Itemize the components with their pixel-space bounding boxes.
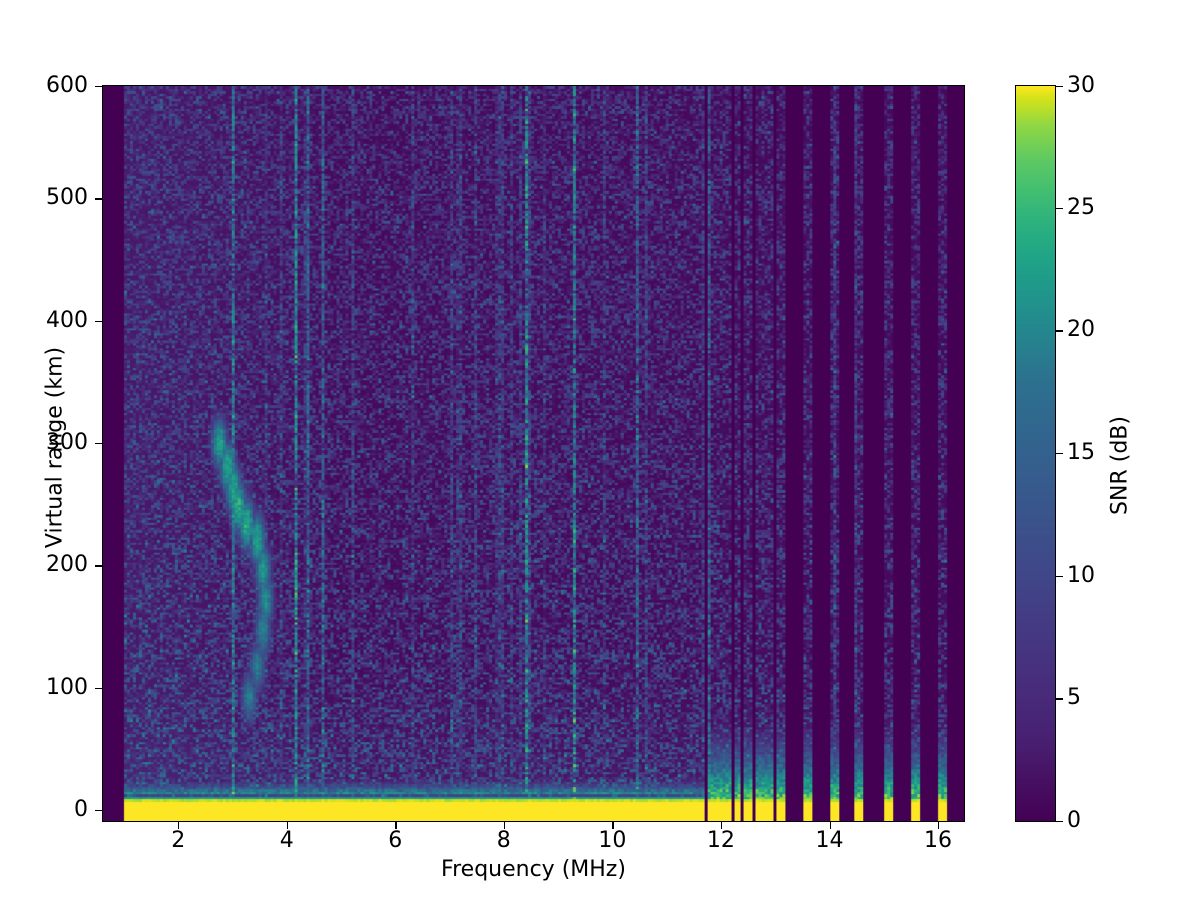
ytick-mark-600: [95, 86, 102, 88]
ionogram-plot-area[interactable]: [102, 85, 965, 822]
cbtick-mark-10: [1056, 575, 1063, 577]
ytick-mark-0: [95, 810, 102, 812]
colorbar-label: SNR (dB): [1107, 416, 1133, 515]
xtick-mark-16: [938, 822, 940, 829]
cbtick-mark-20: [1056, 330, 1063, 332]
xtick-mark-4: [286, 822, 288, 829]
ytick-label-0: 0: [74, 797, 88, 822]
cbtick-label-25: 25: [1067, 194, 1095, 220]
snr-colorbar[interactable]: [1015, 85, 1056, 822]
xtick-label-10: 10: [598, 828, 627, 853]
ytick-mark-200: [95, 565, 102, 567]
y-axis-label: Virtual range (km): [42, 346, 68, 549]
cbtick-mark-0: [1056, 821, 1063, 823]
ytick-mark-300: [95, 443, 102, 445]
ytick-mark-400: [95, 320, 102, 322]
xtick-label-8: 8: [496, 828, 511, 853]
xtick-label-4: 4: [279, 828, 294, 853]
ytick-label-100: 100: [46, 674, 88, 700]
ionogram-heatmap: [103, 86, 964, 821]
xtick-mark-10: [612, 822, 614, 829]
cbtick-mark-15: [1056, 453, 1063, 455]
xtick-mark-2: [178, 822, 180, 829]
cbtick-label-5: 5: [1067, 685, 1081, 711]
cbtick-mark-5: [1056, 698, 1063, 700]
cbtick-label-10: 10: [1067, 562, 1095, 588]
ytick-label-600: 600: [46, 73, 88, 98]
xtick-label-2: 2: [171, 828, 186, 853]
cbtick-label-20: 20: [1067, 317, 1095, 343]
ytick-mark-100: [95, 687, 102, 689]
ytick-label-200: 200: [46, 552, 88, 578]
xtick-label-14: 14: [815, 828, 844, 853]
xtick-mark-14: [829, 822, 831, 829]
xtick-label-6: 6: [388, 828, 403, 853]
ytick-label-400: 400: [46, 307, 88, 333]
ytick-label-300: 300: [46, 430, 88, 455]
xtick-label-16: 16: [924, 828, 952, 853]
cbtick-mark-30: [1056, 86, 1063, 88]
cbtick-label-30: 30: [1067, 73, 1095, 98]
xtick-mark-6: [395, 822, 397, 829]
xtick-label-12: 12: [706, 828, 735, 853]
cbtick-label-15: 15: [1067, 440, 1095, 465]
cbtick-mark-25: [1056, 207, 1063, 209]
cbtick-label-0: 0: [1067, 808, 1081, 833]
xtick-mark-12: [720, 822, 723, 829]
x-axis-label: Frequency (MHz): [441, 857, 626, 882]
ytick-mark-500: [95, 198, 102, 200]
ytick-label-500: 500: [46, 185, 88, 211]
xtick-mark-8: [503, 822, 506, 829]
